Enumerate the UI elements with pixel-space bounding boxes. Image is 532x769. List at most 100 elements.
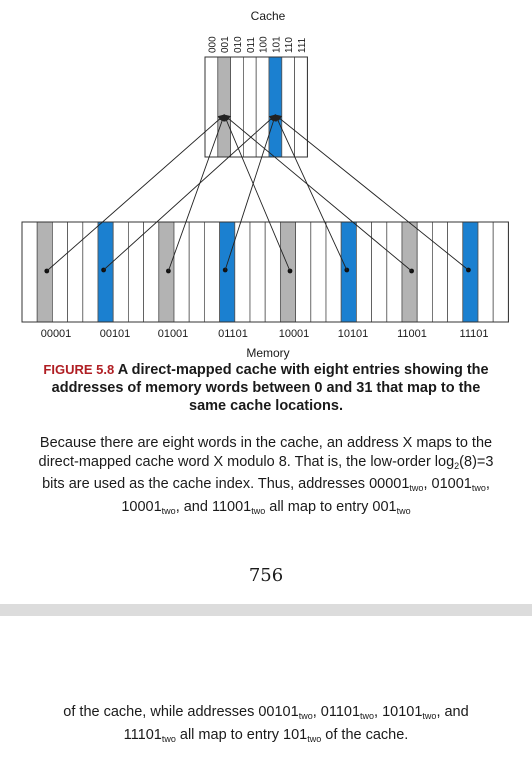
log-subscript: 2 (454, 460, 460, 471)
mapping-arrow (274, 114, 469, 271)
memory-cell (340, 221, 357, 323)
cache-frame (204, 56, 308, 158)
base-subscript: two (251, 505, 266, 516)
caption-text: all map to entry 101 (175, 726, 308, 743)
memory-label: Memory (246, 346, 289, 360)
caption-text: all map to entry 001 (265, 498, 397, 515)
memory-cell (52, 221, 69, 323)
caption-text: of the cache, while addresses 00101 (63, 704, 299, 720)
memory-cell (416, 221, 433, 323)
memory-address-label: 11001 (397, 328, 427, 340)
cache-index-label: 111 (297, 37, 308, 53)
cache-index-label: 000 (207, 36, 218, 53)
direct-mapped-cache-diagram: Cache 000 001 010 011 100 101 110 111 00001 0010… (21, 9, 509, 360)
memory-cell (477, 221, 494, 323)
figure-caption-body: Because there are eight words in the cac… (36, 434, 496, 520)
memory-cell (203, 221, 220, 323)
figure-title-text: A direct-mapped cache with eight entries… (51, 362, 489, 414)
cache-index-label: 110 (284, 37, 295, 53)
cache-label: Cache (251, 9, 286, 23)
mapping-arrow (223, 114, 291, 272)
cache-index-label: 011 (246, 37, 257, 53)
base-subscript: two (161, 733, 176, 744)
memory-address-label: 11101 (460, 328, 489, 340)
separator: , (374, 704, 383, 720)
memory-address-label: 01101 (218, 328, 248, 340)
cache-index-labels: 000 001 010 011 100 101 110 111 (207, 36, 308, 53)
memory-cell (431, 221, 448, 323)
memory-address-label: 00001 (41, 328, 72, 340)
base-subscript: two (471, 483, 486, 493)
memory-cell (97, 221, 114, 323)
memory-cell (127, 221, 144, 323)
caption-text: of the cache. (321, 726, 409, 743)
separator: , and (175, 498, 212, 515)
cache-index-label: 101 (271, 36, 282, 53)
cache-block (204, 56, 308, 158)
mapping-arrow (224, 114, 277, 271)
address-value: 10101 (382, 704, 423, 720)
memory-cell (219, 221, 236, 323)
memory-cell (447, 221, 464, 323)
memory-cell (112, 221, 129, 323)
cache-cell (230, 56, 244, 158)
memory-block (21, 221, 509, 323)
memory-address-label: 10101 (338, 328, 369, 340)
memory-cell (462, 221, 479, 323)
memory-cell (295, 221, 312, 323)
mapping-arrow (103, 114, 277, 271)
memory-cell (492, 221, 509, 323)
address-value: 01001 (431, 476, 472, 492)
cache-cell (294, 56, 308, 158)
base-subscript: two (360, 711, 375, 721)
memory-cell (234, 221, 251, 323)
base-subscript: two (396, 505, 411, 516)
base-subscript: two (409, 483, 424, 493)
memory-cell (371, 221, 388, 323)
caption-continuation: of the cache, while addresses 00101two, … (50, 703, 482, 748)
address-value: 11001 (211, 498, 252, 515)
memory-cell (67, 221, 84, 323)
base-subscript: two (422, 711, 437, 721)
separator: , (485, 476, 490, 492)
cache-cell (217, 56, 232, 158)
cache-index-label: 010 (233, 36, 244, 53)
separator: , and (436, 704, 469, 720)
figure-caption-title: FIGURE 5.8 A direct-mapped cache with ei… (40, 361, 492, 415)
memory-cell (249, 221, 266, 323)
memory-cell (143, 221, 160, 323)
memory-cell (188, 221, 205, 323)
cache-cell (268, 56, 283, 158)
mapping-arrow (223, 114, 412, 272)
memory-cell (264, 221, 281, 323)
memory-address-label: 10001 (279, 328, 310, 340)
memory-address-label: 00101 (100, 328, 131, 340)
memory-cell (21, 221, 38, 323)
memory-address-labels: 00001 00101 01001 01101 10001 10101 11001 11101 (41, 328, 489, 340)
mapping-arrow (167, 114, 226, 272)
memory-cell (325, 221, 342, 323)
figure-label: FIGURE 5.8 (43, 362, 115, 377)
address-value: 01101 (320, 704, 361, 720)
memory-frame (21, 221, 509, 323)
memory-cell (310, 221, 327, 323)
separator: , (312, 704, 321, 720)
memory-cell (173, 221, 190, 323)
cache-index-label: 001 (220, 36, 231, 53)
memory-cell (355, 221, 372, 323)
caption-text: (8)=3 bits are used as the cache index. … (42, 453, 494, 493)
mapping-arrow (274, 114, 348, 271)
memory-cell (386, 221, 403, 323)
mapping-arrow (46, 114, 225, 272)
separator: , (423, 476, 432, 492)
address-value: 11101 (123, 726, 162, 743)
page-divider (0, 604, 532, 616)
caption-text: Because there are eight words in the cac… (38, 435, 493, 470)
page-number: 756 (248, 565, 284, 586)
memory-address-label: 01001 (158, 328, 189, 340)
cache-cell (204, 56, 219, 158)
mapping-arrows (44, 114, 471, 274)
base-subscript: two (307, 733, 322, 744)
base-subscript: two (298, 711, 313, 721)
base-subscript: two (161, 505, 176, 516)
